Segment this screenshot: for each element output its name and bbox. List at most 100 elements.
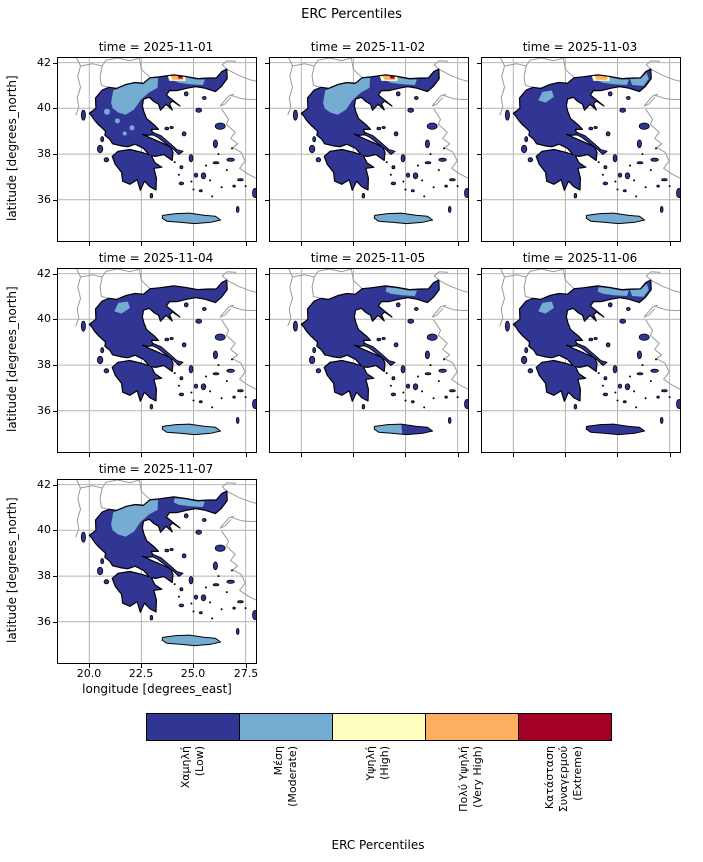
map-plot (482, 269, 680, 452)
island (410, 400, 415, 404)
island (624, 383, 631, 391)
island (603, 165, 608, 170)
colorbar-segment-2 (240, 714, 333, 740)
island (607, 91, 613, 97)
island (235, 416, 240, 424)
x-tick-mark (193, 242, 194, 246)
islet (633, 179, 636, 182)
moderate-region (111, 77, 158, 115)
neighbor-coastline (645, 108, 680, 179)
neighbor-coastline (80, 269, 140, 278)
x-tick-mark (141, 664, 142, 668)
island (179, 165, 184, 170)
neighbor-coastline (442, 305, 468, 312)
colorbar-segment-1 (147, 714, 240, 740)
y-tick-label: 38 (37, 358, 51, 371)
euboea (151, 553, 184, 577)
island (96, 566, 104, 576)
island (308, 144, 316, 154)
island (626, 307, 631, 312)
islet (190, 602, 193, 605)
subplot-2025-11-07: time = 2025-11-07 20.0 22.5 25.0 27.5 42 40 38… (37, 462, 258, 680)
colorbar-label-line: (Extreme) (571, 746, 585, 801)
islet (217, 153, 220, 156)
euboea (575, 342, 608, 366)
mainland-coastline (88, 68, 228, 191)
island (202, 96, 207, 101)
crete-moderate-west (374, 424, 403, 434)
y-tick-label: 42 (37, 267, 51, 280)
island (656, 184, 660, 188)
island (193, 383, 199, 389)
island (607, 302, 613, 308)
neighbor-coastline (645, 271, 661, 281)
islet (192, 610, 195, 613)
island (235, 627, 240, 635)
neighbor-coastline (650, 279, 680, 293)
island (164, 337, 170, 342)
neighbor-coastline (350, 58, 363, 79)
neighbor-coastline (221, 108, 256, 179)
island (169, 337, 174, 341)
y-tick-mark (265, 154, 269, 155)
island (164, 548, 170, 553)
islet (437, 169, 440, 172)
island (96, 355, 104, 365)
island (214, 333, 226, 341)
x-tick-label: 25.0 (180, 667, 206, 680)
neighbor-coastline (287, 269, 293, 327)
islet (616, 188, 619, 191)
y-tick-label: 36 (37, 193, 51, 206)
islet (244, 396, 247, 399)
neighbor-coastline (80, 58, 140, 67)
greece-map (57, 479, 257, 664)
gridlines (482, 269, 680, 452)
island (447, 416, 452, 424)
neighbor-coastline (226, 279, 256, 293)
island (612, 365, 618, 374)
y-axis-label: latitude [degrees_north] (5, 497, 19, 644)
x-tick-mark (617, 453, 618, 457)
greece-map (57, 57, 257, 242)
island (214, 122, 226, 130)
islet (209, 390, 212, 393)
island (605, 131, 611, 137)
neighbor-coastline (438, 68, 468, 82)
island (636, 372, 644, 376)
crete-coastline (161, 212, 222, 225)
neighbor-coastline (523, 65, 534, 88)
island (212, 372, 220, 376)
y-tick-mark (53, 108, 57, 109)
subplot-title: time = 2025-11-05 (310, 251, 426, 265)
gridlines (58, 269, 256, 452)
neighbor-coastline (433, 319, 468, 390)
map-plot (58, 58, 256, 241)
y-tick-mark (477, 154, 481, 155)
y-tick-mark (53, 154, 57, 155)
neighbor-coastline (75, 58, 81, 116)
mainland-coastline (300, 279, 440, 402)
map-plot (58, 480, 256, 663)
island (636, 350, 642, 360)
island (200, 594, 207, 602)
islet (649, 169, 652, 172)
island (178, 603, 185, 608)
y-tick-mark (53, 274, 57, 275)
mainland-coastline (512, 68, 652, 191)
neighbor-coastline (99, 487, 110, 510)
island (195, 107, 203, 113)
y-tick-mark (53, 576, 57, 577)
island (527, 368, 534, 374)
islet (209, 179, 212, 182)
neighbor-coastlines (499, 58, 680, 179)
island (650, 157, 659, 162)
moderate-region (630, 283, 649, 297)
mainland-coastline (300, 68, 440, 191)
islet (417, 375, 419, 378)
islet (217, 575, 220, 578)
colorbar-label-line: (Low) (192, 746, 206, 777)
x-tick-mark (513, 453, 514, 457)
islet (635, 406, 638, 409)
island (447, 205, 452, 213)
island (661, 389, 668, 393)
